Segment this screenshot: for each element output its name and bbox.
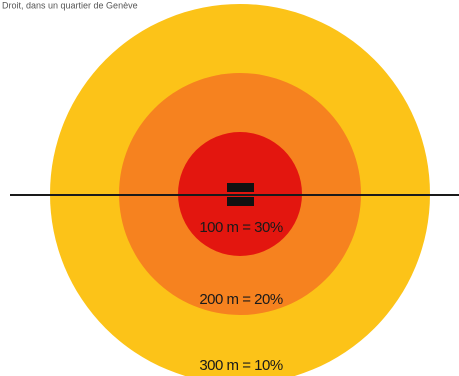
zone-label: 200 m = 20% (199, 291, 282, 308)
zone-label: 300 m = 10% (199, 357, 282, 374)
center-icon (227, 183, 254, 206)
caption: Droit, dans un quartier de Genève (2, 0, 138, 10)
zone-label: 100 m = 30% (199, 219, 282, 236)
